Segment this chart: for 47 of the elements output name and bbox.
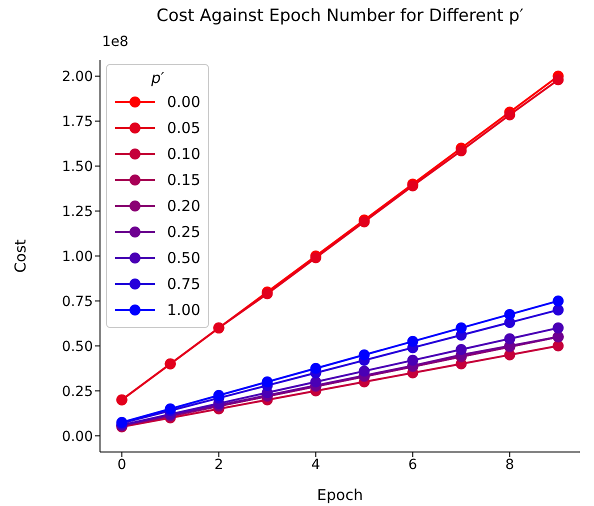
legend-label: 0.50	[167, 249, 200, 267]
y-tick-label: 1.75	[62, 114, 93, 130]
y-tick-label: 1.00	[62, 248, 93, 265]
point	[407, 354, 418, 366]
y-tick-label: 0.25	[62, 384, 93, 400]
x-tick-label: 2	[214, 456, 224, 473]
x-tick-label: 4	[311, 456, 320, 473]
y-tick-label: 2.00	[62, 69, 93, 86]
x-tick-label: 0	[117, 456, 126, 473]
x-tick-label: 8	[505, 456, 514, 473]
point	[552, 322, 564, 334]
legend-label: 1.00	[167, 301, 200, 319]
point	[552, 74, 564, 86]
legend-label: 0.10	[167, 145, 200, 163]
point	[456, 344, 467, 356]
x-axis-title: Epoch	[317, 486, 363, 504]
y-tick-label: 0.75	[62, 294, 93, 310]
legend-title: p′	[150, 69, 166, 87]
point	[262, 376, 273, 388]
legend-label: 0.00	[167, 93, 200, 111]
point	[504, 109, 516, 120]
legend-label: 0.20	[167, 197, 200, 215]
point	[310, 376, 322, 388]
point	[504, 308, 516, 320]
point	[213, 390, 224, 401]
x-tick-label: 6	[408, 456, 418, 473]
point	[504, 333, 516, 344]
y-tick-label: 0.00	[62, 428, 93, 445]
legend-label: 0.05	[167, 119, 200, 137]
point	[456, 322, 467, 334]
y-tick-label: 0.50	[62, 338, 93, 355]
point	[456, 145, 467, 156]
point	[407, 336, 418, 347]
text: 1e8	[102, 34, 128, 50]
legend-label: 0.15	[167, 171, 200, 189]
point	[358, 366, 370, 377]
legend-label: 0.75	[167, 275, 200, 293]
point	[358, 349, 370, 360]
y-tick-label: 1.25	[62, 204, 93, 220]
point	[310, 362, 322, 374]
y-tick-label: 1.50	[62, 159, 93, 176]
point	[552, 340, 564, 352]
point	[552, 295, 564, 306]
legend-label: 0.25	[167, 223, 200, 241]
point	[552, 304, 564, 316]
y-axis-title: Cost	[11, 239, 30, 273]
chart-title: Cost Against Epoch Number for Different p′	[156, 6, 524, 26]
